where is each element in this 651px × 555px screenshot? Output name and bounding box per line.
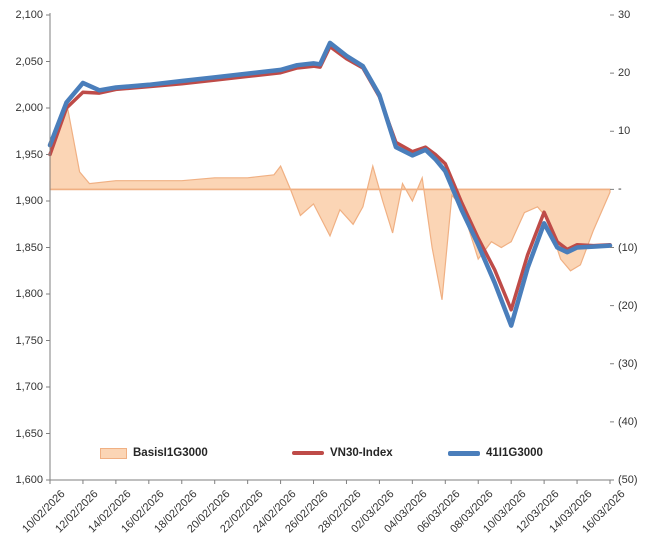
y-axis-right-label: (40): [618, 415, 638, 428]
basis-area-swatch-icon: [100, 447, 127, 459]
y-axis-right-label: (10): [618, 241, 638, 254]
legend-item-futures[interactable]: 41I1G3000: [448, 447, 543, 459]
y-axis-right-label: (30): [618, 357, 638, 370]
legend-label-vn30: VN30-Index: [330, 447, 393, 459]
legend-item-vn30[interactable]: VN30-Index: [292, 447, 393, 459]
y-axis-right-label: 20: [618, 67, 631, 80]
y-axis-left-label: 1,800: [15, 288, 43, 300]
y-axis-left-label: 1,700: [15, 381, 43, 393]
y-axis-right-label: (50): [618, 474, 638, 486]
y-axis-left-label: 2,100: [15, 9, 43, 21]
y-axis-left-label: 1,650: [15, 427, 43, 440]
y-axis-left-label: 1,850: [15, 241, 43, 254]
y-axis-left-label: 1,950: [15, 148, 43, 161]
vn30-line-swatch-icon: [292, 451, 324, 455]
futures-line-swatch-icon: [448, 450, 480, 456]
y-axis-right-label: 30: [618, 9, 631, 21]
y-axis-left-label: 1,750: [15, 334, 43, 347]
legend-label-basis: BasisI1G3000: [133, 447, 208, 459]
y-axis-right-label: -: [618, 183, 622, 196]
legend-label-futures: 41I1G3000: [486, 447, 543, 459]
legend-item-basis[interactable]: BasisI1G3000: [100, 447, 208, 459]
y-axis-left-label: 2,050: [15, 55, 43, 68]
y-axis-right-label: (20): [618, 299, 638, 312]
y-axis-left-label: 2,000: [15, 102, 43, 114]
y-axis-right-label: 10: [618, 125, 631, 138]
y-axis-left-label: 1,900: [15, 195, 43, 207]
y-axis-left-label: 1,600: [15, 474, 43, 486]
